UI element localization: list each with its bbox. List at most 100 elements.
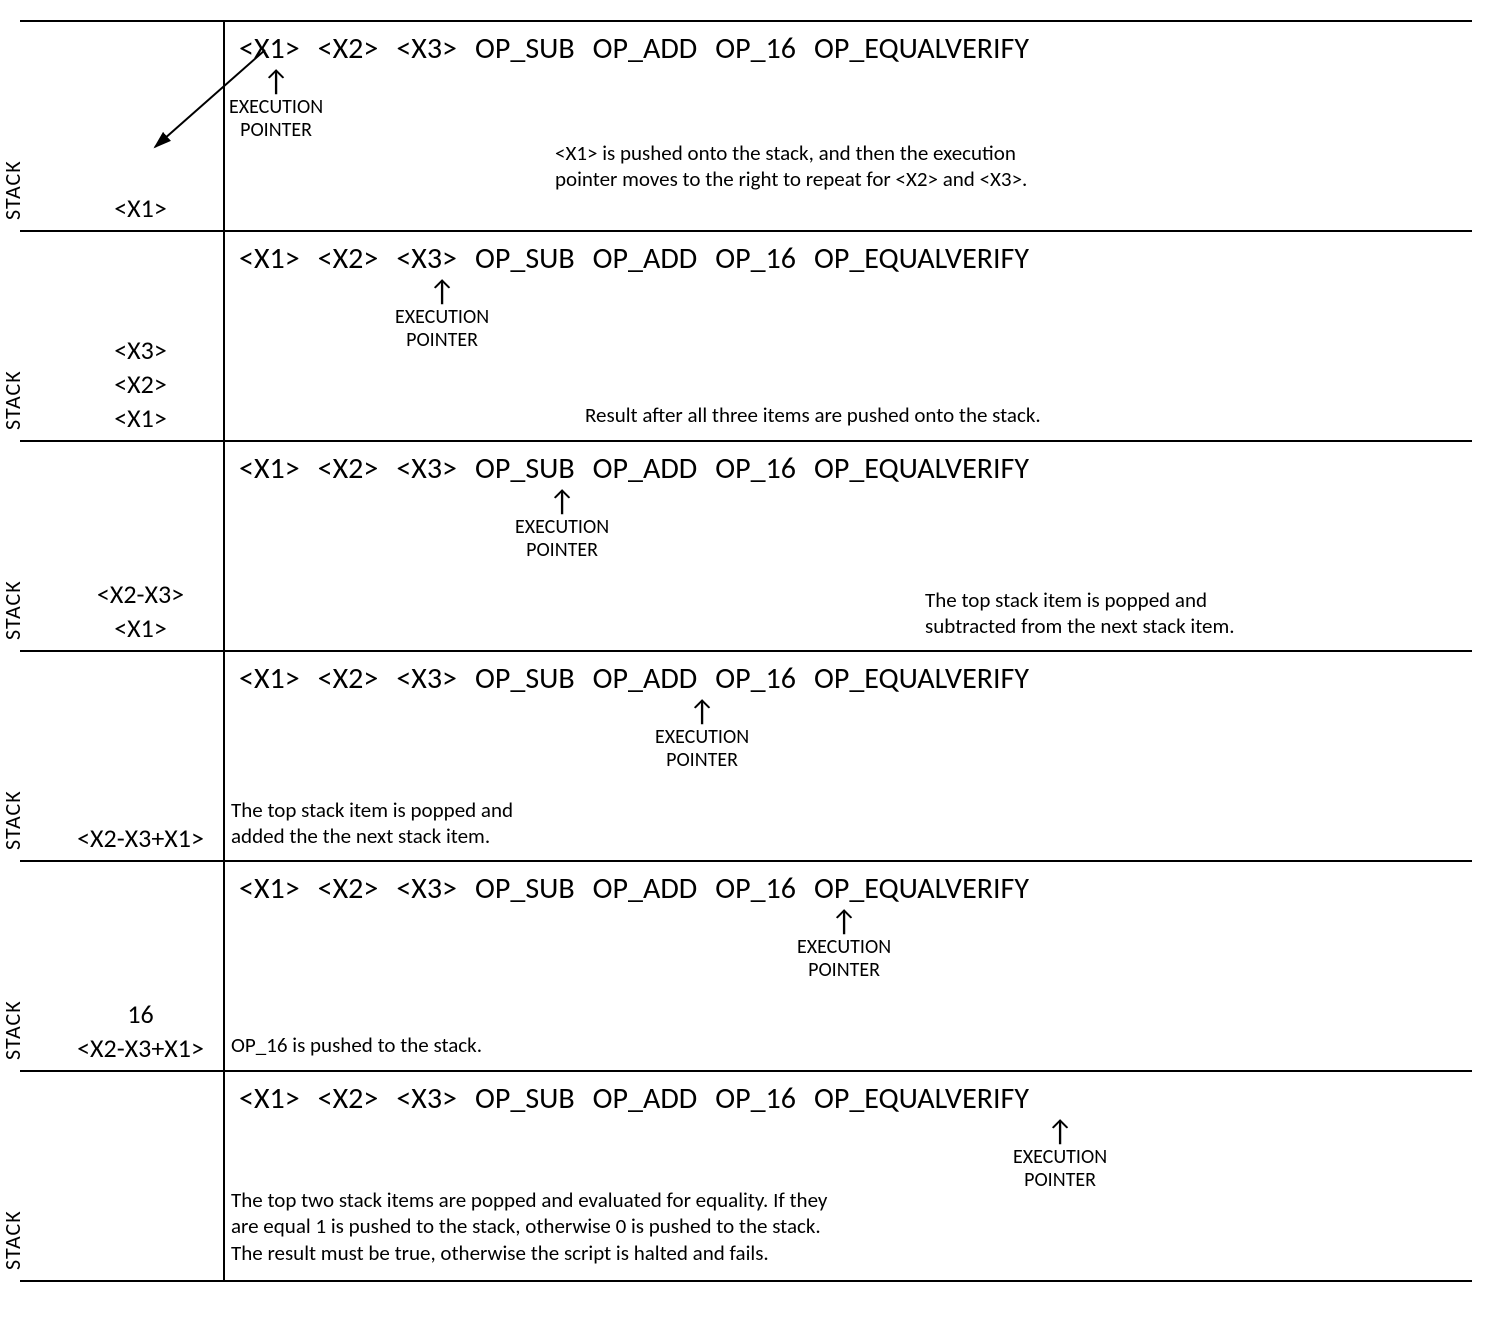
script-token: OP_SUB — [475, 450, 575, 487]
pointer-label-line: EXECUTION — [1013, 1146, 1107, 1169]
script-column: <X1><X2><X3>OP_SUBOP_ADDOP_16OP_EQUALVER… — [225, 232, 1472, 440]
execution-pointer: ↑EXECUTIONPOINTER — [229, 70, 323, 142]
script-token: OP_16 — [715, 240, 796, 277]
script-token: <X3> — [396, 30, 457, 67]
script-token: <X2> — [318, 1080, 379, 1117]
stack-label: STACK — [0, 160, 26, 220]
script-line: <X1><X2><X3>OP_SUBOP_ADDOP_16OP_EQUALVER… — [235, 450, 1462, 487]
script-line: <X1><X2><X3>OP_SUBOP_ADDOP_16OP_EQUALVER… — [235, 1080, 1462, 1117]
stack-items: 16<X2-X3+X1> — [20, 998, 223, 1070]
pointer-label-line: POINTER — [808, 959, 880, 982]
script-token: <X2> — [318, 660, 379, 697]
script-token: OP_SUB — [475, 1080, 575, 1117]
script-token: <X3> — [396, 240, 457, 277]
pointer-label-line: EXECUTION — [797, 936, 891, 959]
script-token: OP_ADD — [593, 240, 698, 277]
stack-column: STACK<X3><X2><X1> — [20, 232, 225, 440]
up-arrow-icon: ↑ — [548, 490, 575, 514]
up-arrow-icon: ↑ — [428, 280, 455, 304]
script-column: <X1><X2><X3>OP_SUBOP_ADDOP_16OP_EQUALVER… — [225, 652, 1472, 860]
stack-label: STACK — [0, 370, 26, 430]
stack-items: <X2-X3><X1> — [20, 578, 223, 650]
script-line: <X1><X2><X3>OP_SUBOP_ADDOP_16OP_EQUALVER… — [235, 870, 1462, 907]
stack-label: STACK — [0, 1210, 26, 1270]
script-token: OP_ADD — [593, 1080, 698, 1117]
script-token: <X1> — [239, 660, 300, 697]
pointer-label-line: POINTER — [526, 539, 598, 562]
execution-pointer: ↑EXECUTIONPOINTER — [395, 280, 489, 352]
script-column: <X1><X2><X3>OP_SUBOP_ADDOP_16OP_EQUALVER… — [225, 1072, 1472, 1280]
script-execution-diagram: STACK<X1><X1><X2><X3>OP_SUBOP_ADDOP_16OP… — [20, 20, 1472, 1282]
script-column: <X1> <X2> <X3> OP_SUB OP_ADD OP_16 OP_EQUALVER… — [225, 22, 1472, 230]
script-token: <X3> — [396, 450, 457, 487]
stack-item: <X2-X3> — [97, 578, 184, 610]
step-description: Result after all three items are pushed … — [585, 402, 1315, 428]
script-token: <X3> — [396, 1080, 457, 1117]
script-token: OP_SUB — [475, 870, 575, 907]
pointer-label-line: EXECUTION — [229, 96, 323, 119]
script-token: OP_ADD — [593, 450, 698, 487]
stack-column: STACK16<X2-X3+X1> — [20, 862, 225, 1070]
step-description: The top stack item is popped andadded th… — [231, 797, 631, 850]
step-row: STACK<X1><X1><X2><X3>OP_SUBOP_ADDOP_16OP… — [20, 22, 1472, 232]
up-arrow-icon: ↑ — [1046, 1120, 1073, 1144]
stack-label: STACK — [0, 790, 26, 850]
pointer-label-line: POINTER — [406, 329, 478, 352]
step-description: The top two stack items are popped and e… — [231, 1187, 971, 1266]
script-token: <X1> — [239, 1080, 300, 1117]
step-description: OP_16 is pushed to the stack. — [231, 1032, 631, 1058]
script-token: <X1> — [239, 450, 300, 487]
stack-item: <X2-X3+X1> — [77, 1032, 204, 1064]
pointer-label-line: POINTER — [1024, 1169, 1096, 1192]
stack-item: <X2> — [114, 368, 167, 400]
script-token: OP_ADD — [593, 660, 698, 697]
pointer-label-line: EXECUTION — [515, 516, 609, 539]
script-token: OP_EQUALVERIFY — [814, 660, 1029, 697]
step-row: STACK<X2-X3+X1><X1><X2><X3>OP_SUBOP_ADDO… — [20, 652, 1472, 862]
script-token: OP_ADD — [593, 30, 698, 67]
step-description: <X1> is pushed onto the stack, and then … — [555, 140, 1285, 193]
pointer-label-line: EXECUTION — [395, 306, 489, 329]
script-token: OP_SUB — [475, 240, 575, 277]
script-token: OP_EQUALVERIFY — [814, 30, 1029, 67]
step-row: STACK<X2-X3><X1><X1><X2><X3>OP_SUBOP_ADD… — [20, 442, 1472, 652]
script-token: OP_SUB — [475, 660, 575, 697]
stack-item: <X1> — [114, 612, 167, 644]
up-arrow-icon: ↑ — [262, 70, 289, 94]
script-token: <X1> — [239, 30, 300, 67]
script-token: OP_EQUALVERIFY — [814, 1080, 1029, 1117]
script-token: <X2> — [318, 30, 379, 67]
stack-items: <X1> — [20, 192, 223, 230]
step-row: STACK16<X2-X3+X1> <X1> <X2> <X3> OP_SUB OP_AD… — [20, 862, 1472, 1072]
script-token: <X1> — [239, 240, 300, 277]
script-column: <X1><X2><X3>OP_SUBOP_ADDOP_16OP_EQUALVER… — [225, 442, 1472, 650]
script-token: <X1> — [239, 870, 300, 907]
up-arrow-icon: ↑ — [688, 700, 715, 724]
script-line: <X1><X2><X3>OP_SUBOP_ADDOP_16OP_EQUALVER… — [235, 240, 1462, 277]
stack-item: <X1> — [114, 192, 167, 224]
script-column: <X1><X2><X3>OP_SUBOP_ADDOP_16OP_EQUALVER… — [225, 862, 1472, 1070]
execution-pointer: ↑EXECUTIONPOINTER — [797, 910, 891, 982]
stack-items: <X3><X2><X1> — [20, 334, 223, 440]
execution-pointer: ↑EXECUTIONPOINTER — [515, 490, 609, 562]
stack-item: <X2-X3+X1> — [77, 822, 204, 854]
script-token: OP_EQUALVERIFY — [814, 240, 1029, 277]
pointer-label-line: POINTER — [240, 119, 312, 142]
stack-item: <X3> — [114, 334, 167, 366]
script-line: <X1> <X2> <X3> OP_SUB OP_ADD OP_16 OP_EQUALVER… — [235, 30, 1462, 67]
stack-item: 16 — [127, 998, 153, 1030]
script-token: <X3> — [396, 870, 457, 907]
execution-pointer: ↑EXECUTIONPOINTER — [1013, 1120, 1107, 1192]
stack-column: STACK — [20, 1072, 225, 1280]
script-token: OP_EQUALVERIFY — [814, 450, 1029, 487]
script-token: <X2> — [318, 450, 379, 487]
stack-item: <X1> — [114, 402, 167, 434]
script-token: OP_SUB — [475, 30, 575, 67]
stack-column: STACK<X1> — [20, 22, 225, 230]
step-row: STACK<X1><X2><X3>OP_SUBOP_ADDOP_16OP_EQU… — [20, 1072, 1472, 1282]
script-token: OP_16 — [715, 30, 796, 67]
script-token: OP_16 — [715, 660, 796, 697]
script-token: OP_16 — [715, 870, 796, 907]
script-token: OP_ADD — [593, 870, 698, 907]
script-token: <X2> — [318, 870, 379, 907]
